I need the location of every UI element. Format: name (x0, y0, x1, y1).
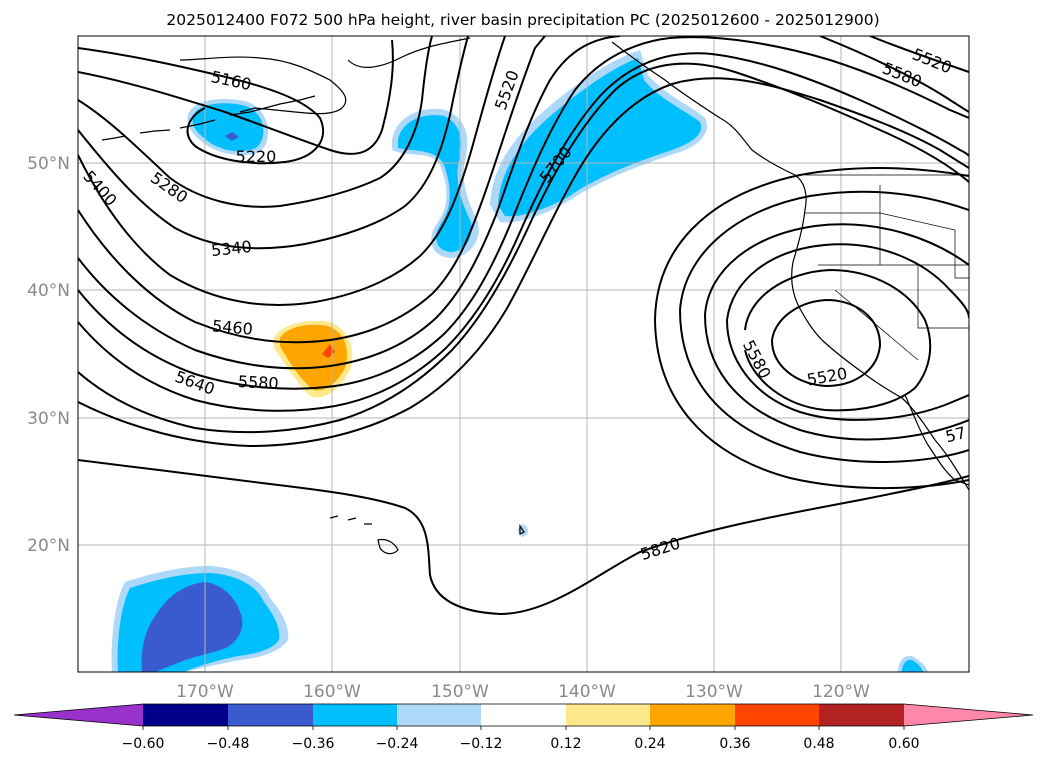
contour-ne-5580 (819, 36, 969, 113)
contour-label: 5580 (237, 372, 279, 393)
lon-label: 140°W (558, 682, 616, 702)
colorbar-tick-label: 0.48 (803, 736, 834, 752)
contour-5280 (78, 36, 433, 208)
state-borders (805, 185, 969, 361)
contour-5640 (78, 52, 969, 412)
lat-label: 30°N (27, 409, 70, 429)
colorbar-tick-label: 0.60 (888, 736, 919, 752)
map-frame (77, 35, 970, 673)
lon-label: 160°W (303, 682, 361, 702)
contour-5340 (78, 36, 469, 250)
hawaii (329, 515, 399, 555)
colorbar-seg-5 (481, 704, 566, 726)
lon-labels: 170°W 160°W 150°W 140°W 130°W 120°W (176, 682, 870, 702)
colorbar-seg-1 (143, 704, 228, 726)
colorbar-tick-label: 0.36 (719, 736, 750, 752)
aleutians (101, 95, 316, 141)
low-5640 (726, 243, 969, 421)
contour-5160 (78, 47, 325, 165)
colorbar: −0.60 −0.48 −0.36 −0.24 −0.12 0.12 0.24 … (13, 703, 1034, 752)
contour-outer-1 (78, 77, 969, 448)
borders (805, 174, 969, 361)
colorbar-tick-label: −0.24 (376, 736, 419, 752)
shade-pos (280, 324, 347, 391)
low-5520-inner (770, 298, 882, 388)
contour-5580-main (78, 36, 969, 390)
contour-label: 5340 (210, 237, 252, 260)
colorbar-tick-label: −0.60 (122, 736, 165, 752)
low-5700 (704, 223, 969, 441)
low-outer (679, 190, 969, 463)
colorbar-tick-label: −0.12 (460, 736, 503, 752)
contour-label: 5220 (236, 147, 277, 166)
colorbar-seg-3 (313, 704, 397, 726)
colorbar-seg-0 (14, 704, 143, 726)
shade-neg-se (902, 659, 923, 672)
lon-label: 130°W (685, 682, 743, 702)
shade-neg-gulf (498, 58, 702, 217)
colorbar-tick-label: −0.36 (292, 736, 335, 752)
us-west-coast (791, 209, 969, 491)
shade-neg-nw-core (225, 132, 239, 141)
gridlines (78, 36, 969, 672)
lat-label: 50°N (27, 154, 70, 174)
contour-5220 (78, 39, 394, 155)
contour-ne-5520 (869, 36, 969, 73)
shade-neg-nw (192, 103, 264, 152)
lon-label: 120°W (812, 682, 870, 702)
contour-5700 (78, 62, 969, 434)
map-panel: 5160 5220 5280 5340 5400 5460 5520 5580 … (77, 35, 970, 673)
contour-5520-main (78, 36, 621, 370)
lon-label: 150°W (431, 682, 489, 702)
alaska-south-coast (347, 37, 471, 68)
contour-5820 (78, 459, 969, 616)
colorbar-seg-4 (397, 704, 481, 726)
lat-label: 20°N (27, 536, 70, 556)
colorbar-tick-label: 0.24 (634, 736, 665, 752)
figure-title: 2025012400 F072 500 hPa height, river ba… (166, 11, 879, 29)
low-5580 (744, 268, 932, 412)
small-island (519, 524, 525, 535)
lat-labels: 50°N 40°N 30°N 20°N (27, 154, 70, 556)
colorbar-seg-10 (904, 704, 1033, 726)
colorbar-seg-9 (819, 704, 904, 726)
contour-label: 5460 (211, 316, 253, 338)
lat-label: 40°N (27, 281, 70, 301)
alaska-coast (179, 56, 347, 115)
low-outer-2 (654, 167, 969, 490)
shade-neg-sw-core (141, 582, 243, 672)
lon-label: 170°W (176, 682, 234, 702)
colorbar-seg-2 (228, 704, 313, 726)
height-contours (78, 36, 969, 616)
colorbar-seg-8 (735, 704, 819, 726)
shaded-areas (111, 50, 928, 672)
contour-5460 (78, 36, 546, 344)
colorbar-seg-7 (650, 704, 735, 726)
contour-label: 57 (943, 423, 967, 446)
colorbar-tick-label: −0.48 (207, 736, 250, 752)
shade-neg-central (398, 115, 472, 252)
contour-5400 (78, 36, 506, 306)
baja-coast (904, 394, 969, 486)
colorbar-tick-label: 0.12 (550, 736, 581, 752)
colorbar-seg-6 (566, 704, 650, 726)
